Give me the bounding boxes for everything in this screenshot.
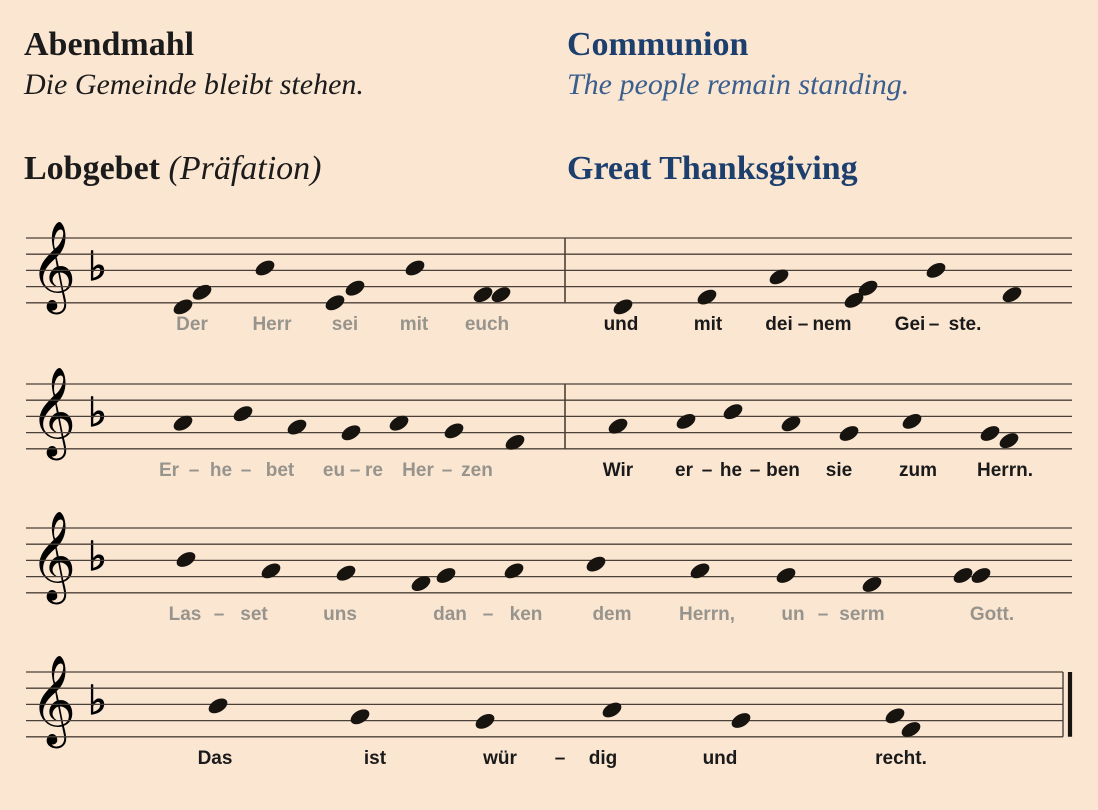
- svg-text:–: –: [702, 460, 713, 481]
- svg-text:–: –: [798, 314, 809, 335]
- svg-text:Las: Las: [169, 604, 202, 625]
- svg-text:Er: Er: [159, 460, 180, 481]
- svg-text:wür: wür: [482, 748, 517, 769]
- svg-text:recht.: recht.: [875, 748, 927, 769]
- svg-text:ist: ist: [364, 748, 387, 769]
- svg-text:re: re: [365, 460, 383, 481]
- svg-text:mit: mit: [400, 314, 429, 335]
- svg-text:–: –: [189, 460, 200, 481]
- svg-text:–: –: [483, 604, 494, 625]
- svg-text:Der: Der: [176, 314, 208, 335]
- svg-text:♭: ♭: [88, 244, 107, 289]
- svg-text:er: er: [675, 460, 694, 481]
- svg-text:–: –: [241, 460, 252, 481]
- svg-text:–: –: [214, 604, 225, 625]
- svg-text:Herr: Herr: [252, 314, 292, 335]
- svg-text:♭: ♭: [88, 534, 107, 579]
- svg-text:un: un: [781, 604, 804, 625]
- svg-text:Herrn.: Herrn.: [977, 460, 1033, 481]
- svg-text:Gei: Gei: [895, 314, 926, 335]
- svg-text:he: he: [210, 460, 232, 481]
- svg-text:sie: sie: [826, 460, 852, 481]
- svg-text:mit: mit: [694, 314, 723, 335]
- svg-text:und: und: [703, 748, 738, 769]
- svg-text:–: –: [750, 460, 761, 481]
- svg-text:–: –: [929, 314, 940, 335]
- svg-text:–: –: [442, 460, 453, 481]
- svg-text:dem: dem: [592, 604, 631, 625]
- svg-text:serm: serm: [839, 604, 884, 625]
- svg-text:ste.: ste.: [949, 314, 982, 335]
- svg-text:–: –: [555, 748, 566, 769]
- svg-text:bet: bet: [266, 460, 295, 481]
- svg-text:ben: ben: [766, 460, 800, 481]
- svg-text:𝄞: 𝄞: [30, 656, 76, 749]
- svg-text:Wir: Wir: [603, 460, 634, 481]
- svg-text:Herrn,: Herrn,: [679, 604, 735, 625]
- svg-text:euch: euch: [465, 314, 509, 335]
- svg-text:𝄞: 𝄞: [30, 368, 76, 461]
- svg-text:und: und: [604, 314, 639, 335]
- svg-text:–: –: [350, 460, 361, 481]
- svg-text:dei: dei: [765, 314, 792, 335]
- svg-text:𝄞: 𝄞: [30, 222, 76, 315]
- svg-text:eu: eu: [323, 460, 345, 481]
- svg-text:Das: Das: [198, 748, 233, 769]
- svg-text:dan: dan: [433, 604, 467, 625]
- svg-text:he: he: [720, 460, 742, 481]
- svg-text:𝄞: 𝄞: [30, 512, 76, 605]
- svg-text:zen: zen: [461, 460, 493, 481]
- svg-text:uns: uns: [323, 604, 357, 625]
- svg-text:Her: Her: [402, 460, 434, 481]
- svg-text:dig: dig: [589, 748, 618, 769]
- svg-text:Gott.: Gott.: [970, 604, 1014, 625]
- svg-text:ken: ken: [510, 604, 543, 625]
- svg-text:zum: zum: [899, 460, 937, 481]
- svg-text:set: set: [240, 604, 268, 625]
- svg-text:♭: ♭: [88, 390, 107, 435]
- svg-text:♭: ♭: [88, 678, 107, 723]
- svg-text:–: –: [818, 604, 829, 625]
- svg-text:nem: nem: [812, 314, 851, 335]
- svg-text:sei: sei: [332, 314, 358, 335]
